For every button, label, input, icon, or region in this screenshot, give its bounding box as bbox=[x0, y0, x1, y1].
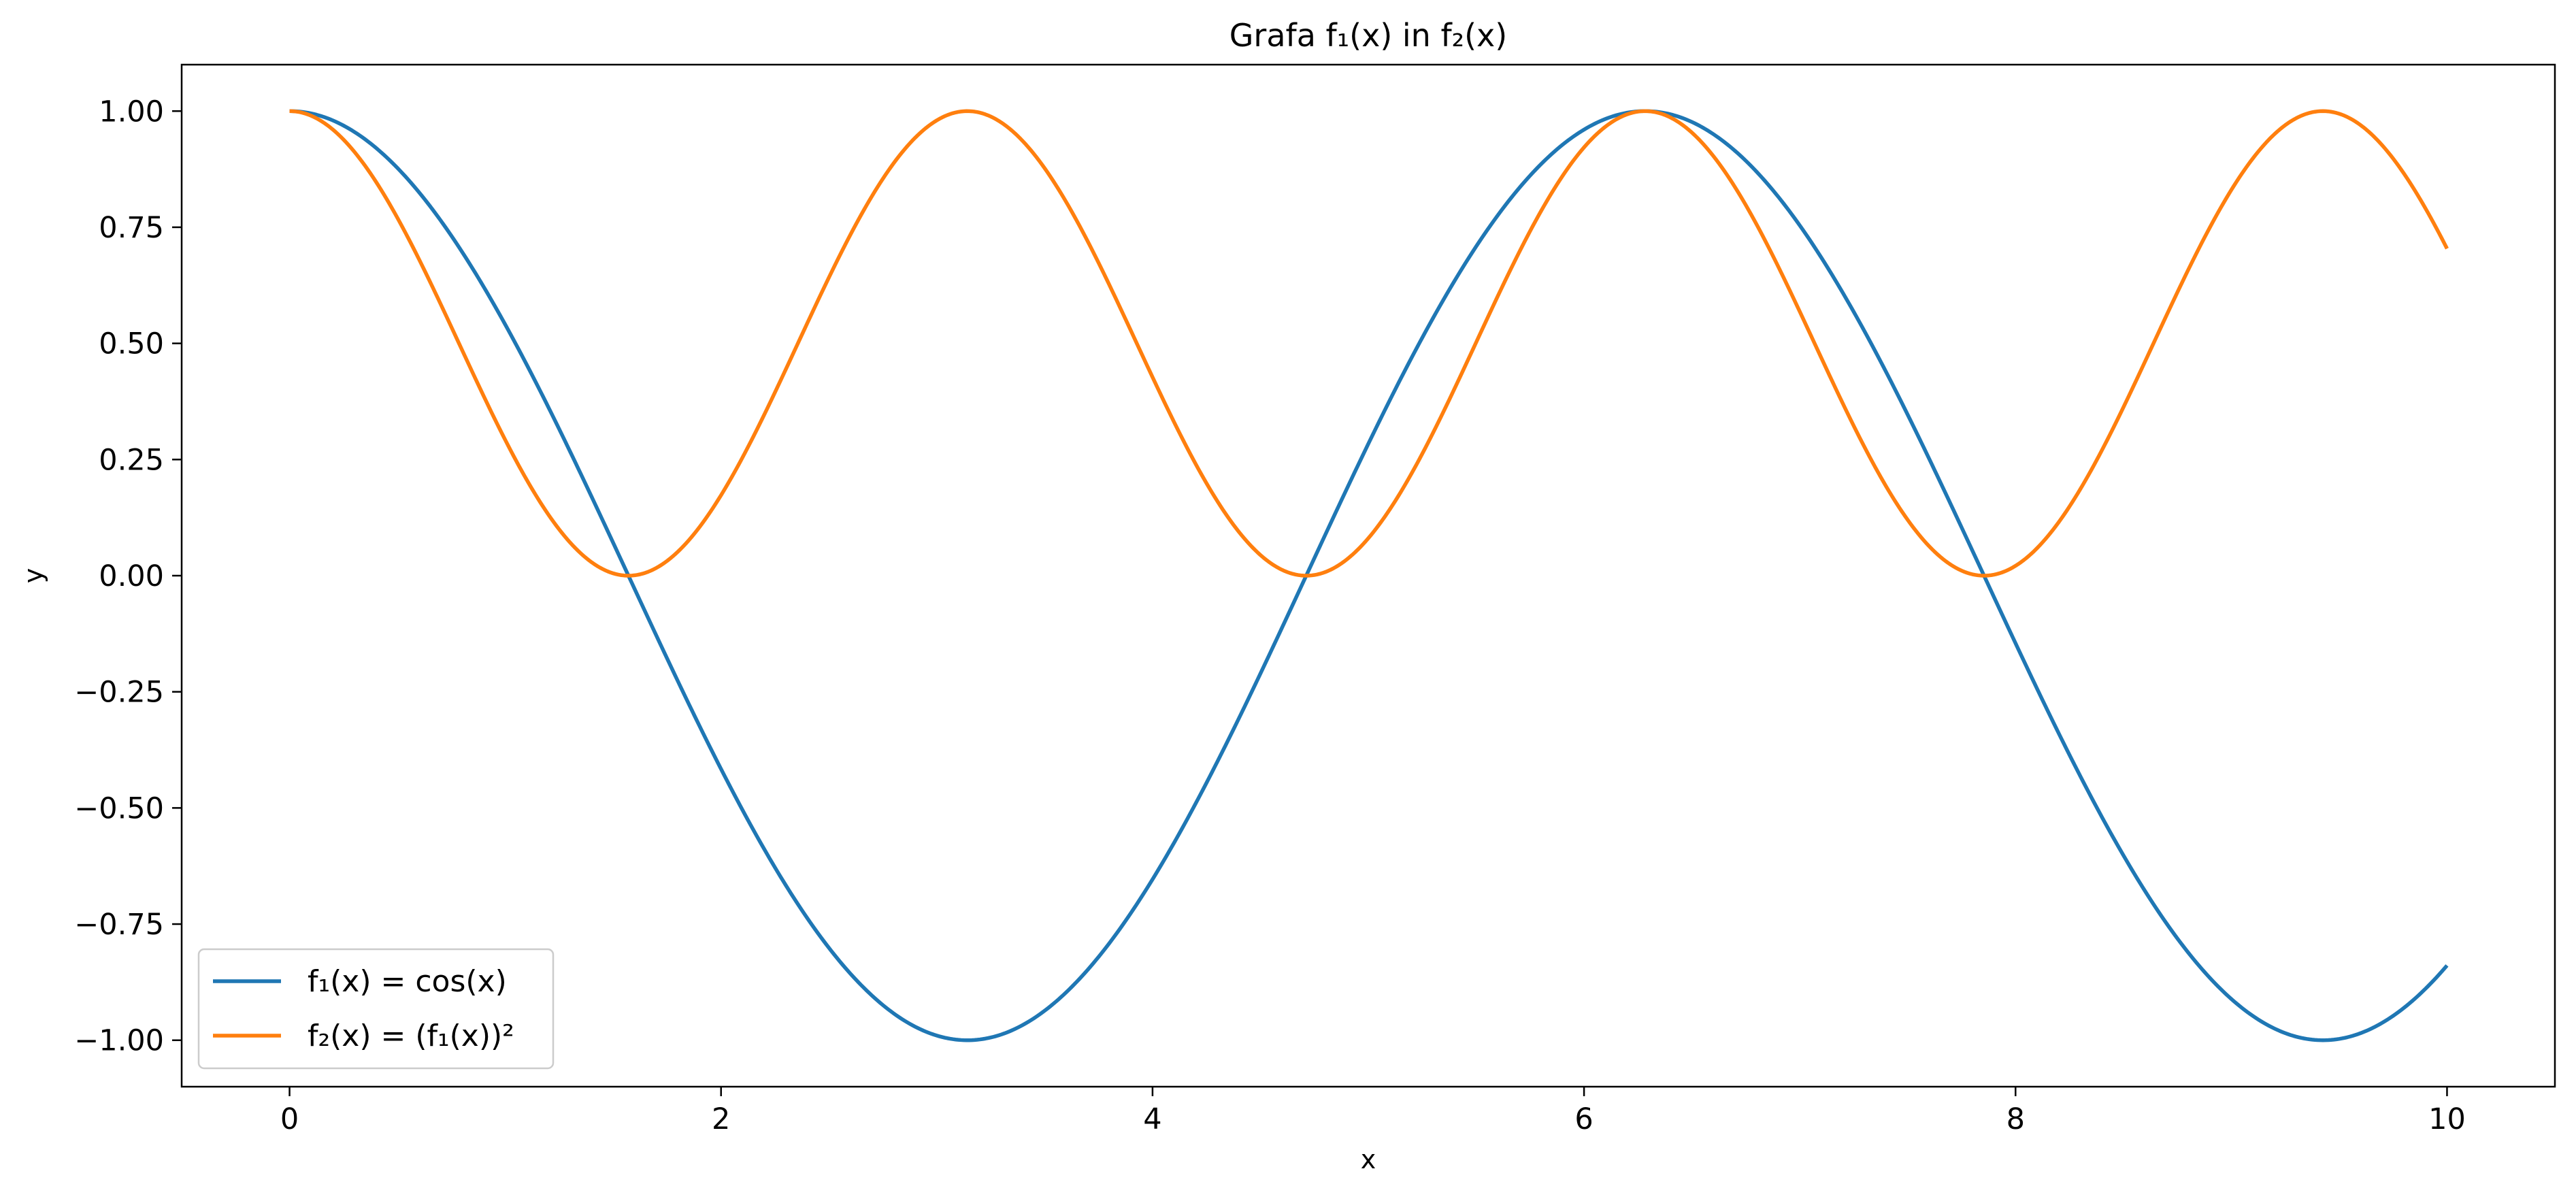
x-tick-label: 6 bbox=[1574, 1102, 1593, 1136]
legend: f₁(x) = cos(x) f₂(x) = (f₁(x))² bbox=[197, 948, 555, 1070]
y-tick-label: 0.25 bbox=[99, 443, 164, 477]
y-tick-label: −0.75 bbox=[74, 908, 164, 942]
y-axis-label: y bbox=[18, 568, 48, 584]
x-tick-label: 2 bbox=[712, 1102, 730, 1136]
series-line-2 bbox=[289, 109, 2449, 578]
y-tick-label: 0.00 bbox=[99, 559, 164, 593]
x-tick-label: 0 bbox=[280, 1102, 299, 1136]
y-tick-label: −0.50 bbox=[74, 791, 164, 825]
x-axis: 0 2 4 6 8 10 bbox=[280, 1087, 2466, 1136]
series-line-1 bbox=[289, 109, 2449, 1042]
y-tick-label: 1.00 bbox=[99, 95, 164, 129]
series-layer bbox=[289, 109, 2449, 1042]
legend-box bbox=[197, 948, 555, 1070]
x-tick-label: 10 bbox=[2428, 1102, 2466, 1136]
x-axis-label: x bbox=[1361, 1145, 1376, 1174]
legend-label-series-1: f₁(x) = cos(x) bbox=[308, 964, 507, 999]
y-axis: 1.00 0.75 0.50 0.25 0.00 −0.25 −0.50 −0.75 −1.00 bbox=[74, 95, 182, 1058]
x-tick-label: 4 bbox=[1143, 1102, 1161, 1136]
legend-label-series-2: f₂(x) = (f₁(x))² bbox=[308, 1019, 514, 1053]
y-tick-label: −1.00 bbox=[74, 1024, 164, 1058]
y-tick-label: 0.50 bbox=[99, 327, 164, 361]
y-tick-label: 0.75 bbox=[99, 211, 164, 245]
chart-title: Grafa f₁(x) in f₂(x) bbox=[1229, 17, 1507, 54]
x-tick-label: 8 bbox=[2007, 1102, 2025, 1136]
y-tick-label: −0.25 bbox=[74, 676, 164, 710]
